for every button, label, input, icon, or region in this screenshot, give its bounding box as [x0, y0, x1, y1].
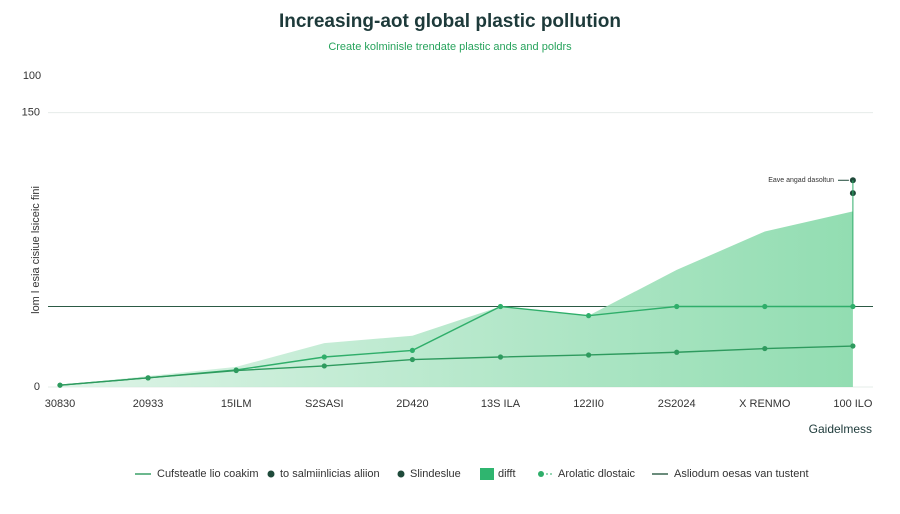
- y-top-label: 100: [23, 70, 41, 82]
- legend-label: difft: [498, 468, 516, 480]
- point: [674, 349, 680, 355]
- point: [321, 354, 327, 360]
- area: [60, 211, 853, 387]
- x-tick-label: 15ILM: [221, 398, 252, 410]
- chart-title: Increasing-aot global plastic pollution: [279, 11, 621, 32]
- legend-swatch: [538, 471, 544, 477]
- point: [497, 354, 504, 360]
- legend-label: Cufsteatle lio coakim: [157, 468, 259, 480]
- x-tick-label: S2SASI: [305, 398, 344, 410]
- chart-subtitle: Create kolminisle trendate plastic ands …: [328, 41, 572, 53]
- point: [850, 343, 856, 349]
- point: [762, 345, 768, 352]
- point: [145, 375, 151, 381]
- point: [586, 313, 592, 319]
- legend-label: Asliodum oesas van tustent: [674, 468, 809, 480]
- point: [409, 347, 415, 354]
- legend-label: to salmiinlicias aliion: [280, 468, 380, 480]
- x-tick-label: X RENMO: [739, 398, 791, 410]
- x-tick-label: 2D420: [396, 398, 428, 410]
- point: [409, 356, 415, 363]
- x-tick-label: 2S2024: [658, 398, 696, 410]
- point: [762, 303, 768, 310]
- legend-label: Slindeslue: [410, 468, 461, 480]
- point: [586, 352, 592, 358]
- point: [321, 363, 327, 369]
- annotation: Eave angad dasoltun: [768, 177, 834, 184]
- legend-label: Arolatic dlostaic: [558, 468, 636, 480]
- x-tick-label: 30830: [45, 398, 76, 410]
- x-tick-label: 100 ILO: [833, 398, 873, 410]
- x-tick-label: 122II0: [573, 398, 604, 410]
- legend-swatch: [397, 470, 405, 478]
- y-tick-label: 0: [34, 381, 40, 393]
- x-tick-label: 20933: [133, 398, 164, 410]
- y-tick-label: 150: [22, 106, 40, 118]
- y-axis-label: lom l esia cisiue lsiceic fini: [30, 186, 42, 314]
- point: [233, 367, 239, 374]
- point: [497, 303, 504, 310]
- line: [59, 345, 853, 386]
- point: [674, 303, 680, 310]
- legend-swatch: [480, 468, 494, 480]
- side-label: Gaidelmess: [809, 422, 872, 436]
- x-tick-label: 13S ILA: [481, 398, 521, 410]
- legend-swatch: [267, 470, 275, 478]
- point: [57, 382, 63, 388]
